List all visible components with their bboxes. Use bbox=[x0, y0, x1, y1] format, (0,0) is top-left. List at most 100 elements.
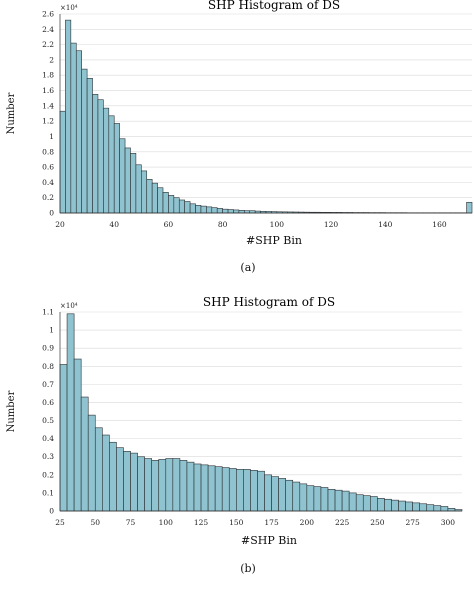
histogram-bar bbox=[433, 505, 442, 512]
histogram-bar bbox=[370, 496, 378, 512]
histogram-bar bbox=[141, 170, 148, 214]
histogram-bar bbox=[137, 456, 145, 512]
histogram-bar bbox=[228, 468, 237, 512]
histogram-panel-a: 0 0.2 0.4 0.6 0.8 1 1.2 1.4 1.6 1.8 2 2.2 2.4 2.6 20 40… bbox=[6, 0, 473, 274]
y-tick-label: 1 bbox=[49, 326, 54, 335]
histogram-bar bbox=[250, 469, 258, 512]
histogram-bar bbox=[165, 458, 174, 512]
x-tick-label: 275 bbox=[405, 518, 420, 527]
histogram-bar bbox=[94, 427, 103, 512]
panel-caption: (a) bbox=[240, 261, 255, 274]
x-tick-label: 200 bbox=[300, 518, 315, 527]
histogram-bar bbox=[306, 485, 315, 512]
y-tick-label: 2.4 bbox=[42, 25, 54, 34]
x-tick-label: 120 bbox=[324, 220, 339, 229]
histogram-bar bbox=[193, 463, 202, 512]
histogram-panel-b: 0 0.1 0.2 0.3 0.4 0.5 0.6 0.7 0.8 0.9 1 1.1 25 50 75 10… bbox=[6, 295, 463, 575]
histogram-bar bbox=[70, 42, 77, 214]
histogram-bar bbox=[216, 208, 223, 214]
histogram-bar bbox=[362, 495, 371, 512]
y-tick-label: 2 bbox=[49, 55, 54, 64]
histogram-bar bbox=[130, 452, 138, 512]
histogram-bar bbox=[179, 460, 188, 512]
chart-title: SHP Histogram of DS bbox=[208, 0, 340, 12]
y-tick-label: 0.6 bbox=[42, 398, 54, 407]
histogram-bar bbox=[73, 358, 82, 512]
histogram-bar bbox=[151, 182, 158, 214]
y-tick-label: 2.2 bbox=[42, 40, 54, 49]
y-tick-label: 0 bbox=[49, 209, 54, 218]
histogram-bar bbox=[59, 364, 68, 512]
histogram-bar bbox=[355, 494, 364, 512]
y-tick-label: 1.4 bbox=[42, 101, 54, 110]
x-tick-label: 160 bbox=[432, 220, 447, 229]
histogram-bar bbox=[184, 201, 191, 214]
histogram-bar bbox=[113, 123, 120, 214]
x-tick-label: 40 bbox=[109, 220, 119, 229]
histogram-bar bbox=[157, 187, 164, 214]
histogram-bar bbox=[130, 153, 137, 214]
y-tick-label: 0.9 bbox=[42, 344, 54, 353]
x-axis-label: #SHP Bin bbox=[246, 234, 302, 247]
histogram-bar bbox=[233, 209, 240, 214]
histogram-bar bbox=[92, 94, 99, 214]
histogram-bar bbox=[447, 507, 456, 512]
histogram-bar bbox=[75, 50, 82, 214]
y-tick-label: 0.8 bbox=[42, 147, 54, 156]
y-tick-label: 0.6 bbox=[42, 163, 54, 172]
x-tick-label: 20 bbox=[55, 220, 65, 229]
histogram-bar bbox=[59, 110, 66, 214]
y-multiplier-label: ×10⁴ bbox=[60, 302, 78, 310]
histogram-bar bbox=[236, 469, 244, 512]
histogram-bar bbox=[313, 486, 322, 512]
y-axis-label: Number bbox=[6, 92, 17, 134]
histogram-bar bbox=[151, 460, 160, 512]
y-tick-label: 1.2 bbox=[42, 117, 54, 126]
x-axis-label: #SHP Bin bbox=[241, 534, 297, 547]
histogram-bar bbox=[341, 490, 350, 512]
histogram-bar bbox=[466, 201, 473, 214]
x-tick-label: 250 bbox=[370, 518, 385, 527]
histogram-bar bbox=[384, 498, 392, 512]
x-tick-label: 140 bbox=[378, 220, 393, 229]
x-tick-label: 50 bbox=[90, 518, 100, 527]
x-tick-label: 150 bbox=[229, 518, 244, 527]
histogram-bar bbox=[264, 474, 272, 512]
histogram-bar bbox=[144, 458, 152, 512]
histogram-bar bbox=[207, 465, 216, 512]
histogram-bar bbox=[243, 469, 251, 512]
histogram-bar bbox=[65, 19, 72, 214]
histogram-bar bbox=[398, 500, 406, 512]
histogram-bar bbox=[135, 164, 142, 214]
histogram-bar bbox=[377, 498, 385, 512]
histogram-bar bbox=[257, 470, 265, 512]
histogram-bar bbox=[391, 499, 399, 512]
panel-caption: (b) bbox=[240, 562, 256, 575]
x-tick-label: 100 bbox=[159, 518, 174, 527]
histogram-bar bbox=[80, 396, 89, 512]
y-tick-label: 0.7 bbox=[42, 380, 54, 389]
y-tick-label: 1.6 bbox=[42, 86, 54, 95]
histogram-bar bbox=[214, 466, 223, 512]
histogram-bar bbox=[172, 458, 181, 512]
x-tick-label: 25 bbox=[55, 518, 65, 527]
y-tick-label: 0.2 bbox=[42, 470, 54, 479]
x-tick-label: 125 bbox=[194, 518, 209, 527]
histogram-bar bbox=[412, 502, 420, 512]
histogram-bar bbox=[119, 138, 126, 214]
histogram-bar bbox=[86, 77, 93, 214]
y-axis-label: Number bbox=[6, 390, 17, 432]
histogram-bar bbox=[299, 483, 308, 512]
x-tick-label: 300 bbox=[441, 518, 456, 527]
histogram-bar bbox=[221, 467, 230, 512]
histogram-bar bbox=[103, 107, 110, 214]
x-tick-label: 175 bbox=[264, 518, 279, 527]
y-tick-label: 0.1 bbox=[42, 488, 54, 497]
x-tick-label: 75 bbox=[126, 518, 136, 527]
histogram-bar bbox=[292, 481, 301, 512]
histogram-bar bbox=[271, 476, 279, 512]
histogram-bar bbox=[178, 199, 185, 214]
histogram-bar bbox=[206, 206, 213, 214]
y-tick-label: 1 bbox=[49, 132, 54, 141]
histogram-bar bbox=[162, 192, 169, 214]
